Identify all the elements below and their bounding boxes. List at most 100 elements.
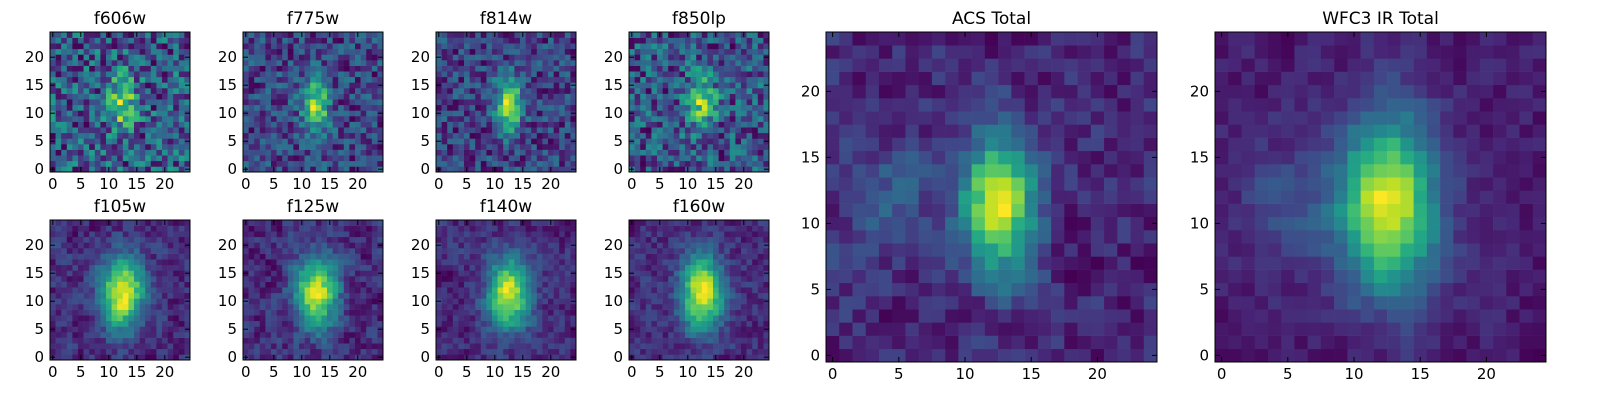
heatmap-cell (514, 166, 521, 173)
heatmap-cell (94, 155, 101, 162)
heatmap-cell (503, 298, 510, 305)
heatmap-cell (548, 149, 554, 156)
heatmap-cell (436, 37, 442, 44)
heatmap-cell (564, 220, 571, 226)
heatmap-cell (634, 37, 641, 44)
heatmap-cell (145, 60, 152, 66)
heatmap-cell (746, 354, 753, 361)
heatmap-cell (690, 155, 697, 162)
heatmap-cell (327, 281, 333, 288)
heatmap-cell (310, 160, 317, 167)
heatmap-cell (464, 242, 470, 249)
heatmap-cell (497, 304, 504, 310)
heatmap-cell (640, 166, 647, 173)
heatmap-cell (83, 82, 90, 89)
heatmap-cell (366, 270, 373, 277)
heatmap-cell (371, 88, 378, 94)
heatmap-cell (332, 304, 339, 310)
heatmap-cells (50, 220, 191, 361)
heatmap-cell (173, 60, 180, 66)
heatmap-cell (492, 348, 498, 355)
heatmap-cell (514, 231, 521, 238)
heatmap-cell (475, 248, 482, 254)
heatmap-cell (735, 88, 742, 94)
heatmap-cell (156, 343, 163, 350)
heatmap-cell (651, 270, 658, 277)
heatmap-cell (355, 264, 361, 271)
x-tick-label: 20 (541, 175, 560, 193)
heatmap-cell (735, 132, 742, 139)
y-tick-label: 5 (420, 132, 430, 150)
heatmap-cell (452, 82, 459, 89)
heatmap-cell (690, 65, 697, 72)
heatmap-cell (729, 149, 736, 156)
heatmap-cell (259, 264, 266, 271)
heatmap-cell (553, 166, 560, 173)
heatmap-cell (106, 276, 112, 282)
heatmap-cell (531, 348, 538, 355)
heatmap-cell (464, 259, 470, 266)
heatmap-cell (701, 60, 708, 66)
heatmap-cell (503, 116, 510, 122)
heatmap-cell (492, 48, 498, 55)
heatmap-cell (66, 298, 73, 305)
heatmap-cell (111, 149, 118, 156)
heatmap-cell (72, 304, 79, 310)
heatmap-cell (276, 281, 283, 288)
heatmap-cell (480, 54, 487, 61)
heatmap-cell (315, 348, 322, 355)
heatmap-cell (83, 253, 90, 260)
heatmap-cell (139, 76, 146, 83)
heatmap-cell (83, 326, 90, 333)
heatmap-cell (469, 116, 476, 122)
heatmap-cell (128, 320, 135, 327)
heatmap-cell (111, 236, 118, 243)
heatmap-cell (304, 60, 311, 66)
heatmap-cell (343, 48, 350, 55)
heatmap-cell (757, 287, 764, 294)
heatmap-cell (293, 326, 300, 333)
heatmap-cell (757, 32, 764, 38)
heatmap-cell (128, 76, 135, 83)
heatmap-cell (299, 65, 305, 72)
heatmap-cell (293, 253, 300, 260)
heatmap-cell (548, 259, 554, 266)
heatmap-cell (436, 65, 442, 72)
heatmap-cell (327, 236, 333, 243)
heatmap-cell (629, 320, 635, 327)
heatmap-cell (304, 76, 311, 83)
heatmap-cell (299, 116, 305, 122)
heatmap-cell (724, 315, 731, 322)
heatmap-cell (701, 354, 708, 361)
heatmap-cell (61, 343, 68, 350)
x-tick-label: 20 (734, 175, 753, 193)
heatmap-cell (310, 276, 317, 282)
heatmap-cell (156, 32, 163, 38)
heatmap-cell (299, 160, 305, 167)
heatmap-cell (304, 71, 311, 78)
heatmap-cell (746, 48, 753, 55)
heatmap-cell (271, 99, 277, 106)
heatmap-cell (111, 315, 118, 322)
heatmap-cell (447, 326, 454, 333)
heatmap-cell (690, 166, 697, 173)
heatmap-cell (254, 242, 261, 249)
heatmap-cell (299, 121, 305, 128)
heatmap-cell (100, 138, 107, 145)
heatmap-cell (173, 292, 180, 299)
heatmap-cell (520, 127, 526, 134)
heatmap-cell (343, 320, 350, 327)
heatmap-cell (696, 88, 703, 94)
heatmap-cell (640, 337, 647, 344)
heatmap-cell (559, 304, 566, 310)
heatmap-cell (145, 76, 152, 83)
heatmap-cell (542, 259, 549, 266)
heatmap-cell (718, 138, 725, 145)
heatmap-cell (282, 32, 289, 38)
heatmap-cell (640, 320, 647, 327)
heatmap-cell (162, 121, 168, 128)
heatmap-cell (729, 155, 736, 162)
heatmap-cell (464, 121, 470, 128)
heatmap-cell (497, 348, 504, 355)
heatmap-cell (673, 326, 680, 333)
